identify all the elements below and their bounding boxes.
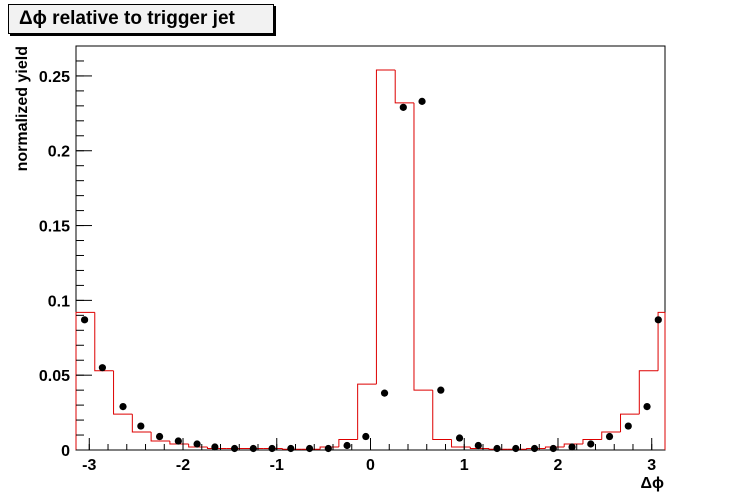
data-point	[512, 444, 520, 453]
x-tick-label: -2	[176, 457, 190, 474]
y-tick-label: 0.15	[39, 219, 70, 236]
x-tick-label: -3	[82, 457, 96, 474]
data-point	[605, 432, 614, 441]
histogram-bin	[169, 441, 189, 445]
histogram-bin	[206, 447, 227, 450]
data-point	[155, 432, 164, 441]
histogram-bin	[357, 383, 377, 440]
y-tick-label: 0.2	[48, 144, 70, 161]
histogram-bin	[638, 370, 659, 415]
data-point	[418, 97, 426, 105]
data-point	[174, 437, 182, 445]
histogram-bin	[394, 69, 414, 104]
x-axis-title: Δϕ	[641, 475, 665, 492]
y-axis-title: normalized yield	[14, 46, 31, 171]
histogram-bin	[75, 311, 95, 450]
y-tick-label: 0.1	[48, 293, 70, 310]
histogram-bin	[657, 311, 665, 371]
data-point	[249, 444, 257, 453]
data-point	[380, 389, 389, 397]
plot-frame	[75, 45, 666, 451]
data-point	[268, 444, 276, 453]
data-point	[305, 444, 314, 453]
histogram-bin	[131, 414, 152, 433]
data-point	[362, 432, 370, 441]
data-point	[137, 422, 145, 430]
data-point	[287, 444, 295, 453]
x-axis: -3 -2 -1 0 1 2 3	[82, 438, 656, 474]
histogram-bin	[150, 432, 170, 442]
y-tick-label: 0	[61, 443, 70, 460]
data-point	[455, 434, 464, 442]
x-tick-label: -1	[270, 457, 284, 474]
data-point	[654, 316, 662, 324]
histogram-bin	[432, 390, 452, 441]
data-point	[211, 443, 219, 451]
histogram-bin	[94, 312, 114, 372]
data-point	[193, 440, 201, 448]
data-point	[230, 444, 239, 453]
data-point	[530, 444, 539, 453]
histogram-bin	[620, 413, 640, 433]
data-point	[474, 441, 482, 450]
y-tick-label: 0.05	[39, 368, 70, 385]
y-axis: 0 0.05 0.1 0.15 0.2 0.25	[39, 45, 92, 460]
data-point	[493, 444, 501, 453]
data-point	[343, 441, 351, 450]
histogram-bin	[375, 69, 396, 385]
y-tick-label: 0.25	[39, 69, 70, 86]
histogram-bin	[601, 431, 621, 440]
data-point	[98, 364, 106, 372]
x-tick-label: 3	[647, 457, 656, 474]
histogram-bin	[582, 439, 602, 445]
series-layer	[75, 69, 666, 453]
data-point	[643, 403, 651, 411]
data-point	[587, 440, 595, 448]
x-tick-label: 2	[554, 457, 563, 474]
histogram-bin	[113, 370, 133, 415]
data-point	[80, 316, 89, 324]
histogram-bin	[413, 102, 433, 391]
x-tick-label: 0	[366, 457, 375, 474]
x-tick-label: 1	[460, 457, 469, 474]
data-point	[624, 422, 632, 430]
data-point	[119, 403, 127, 411]
chart-title: Δϕ relative to trigger jet	[8, 4, 274, 34]
data-point	[437, 386, 445, 394]
histogram-bin	[188, 444, 208, 448]
data-point	[324, 444, 332, 453]
histogram-bin	[338, 439, 358, 448]
data-point	[549, 444, 557, 453]
data-point	[399, 103, 407, 111]
data-point	[568, 443, 576, 451]
